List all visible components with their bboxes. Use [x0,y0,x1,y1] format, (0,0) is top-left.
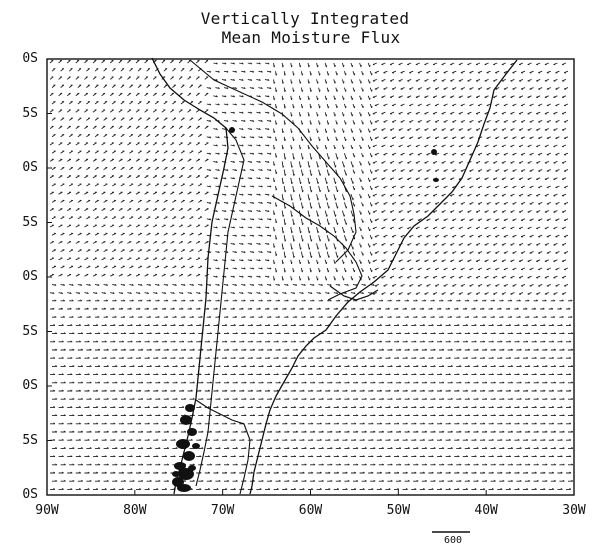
latitude-label: 0S [22,269,38,284]
longitude-label: 90W [35,503,59,518]
latitude-label: 5S [22,214,38,230]
latitude-label: 0S [22,51,38,66]
country-border-north [189,59,357,263]
longitude-label: 60W [298,503,323,518]
patagonia-border [195,399,251,495]
longitude-label: 30W [562,503,586,518]
longitude-label: 40W [474,503,498,518]
island-mark [178,468,194,480]
coastline-east [249,59,518,495]
island-mark [187,428,197,436]
lake-mark [433,178,439,182]
latitude-label: 5S [22,323,38,339]
chilean-fjord-islands [172,127,439,492]
moisture-flux-vector-field [49,59,574,490]
flux-vector-heads [51,59,574,490]
latitude-label: 0S [22,160,38,175]
rio-de-la-plata [329,285,379,301]
longitude-label: 70W [210,503,235,518]
latitude-label: 5S [22,105,38,121]
andes-divide [195,127,245,487]
reference-vector-label: 600 [443,535,463,546]
longitude-label: 50W [386,503,411,518]
island-mark [172,471,180,477]
flux-vector-shafts [49,59,573,490]
latitude-label: 5S [22,432,38,448]
map-title-line-2: Mean Moisture Flux [221,28,401,47]
map-title-line-1: Vertically Integrated [200,9,410,28]
latitude-label: 0S [22,378,38,393]
island-mark [192,443,200,449]
country-border-central [271,195,363,301]
island-mark [174,462,186,470]
island-mark [180,415,192,425]
lake-mark [431,149,437,155]
lake-mark [229,127,235,133]
south-america-coastline [151,57,518,495]
island-mark [176,439,190,449]
axis-ticks [46,58,575,496]
island-mark [188,465,196,471]
longitude-label: 80W [123,503,147,518]
island-mark [183,451,195,461]
latitude-label: 0S [22,487,38,502]
island-mark [177,484,191,492]
island-mark [185,404,195,412]
